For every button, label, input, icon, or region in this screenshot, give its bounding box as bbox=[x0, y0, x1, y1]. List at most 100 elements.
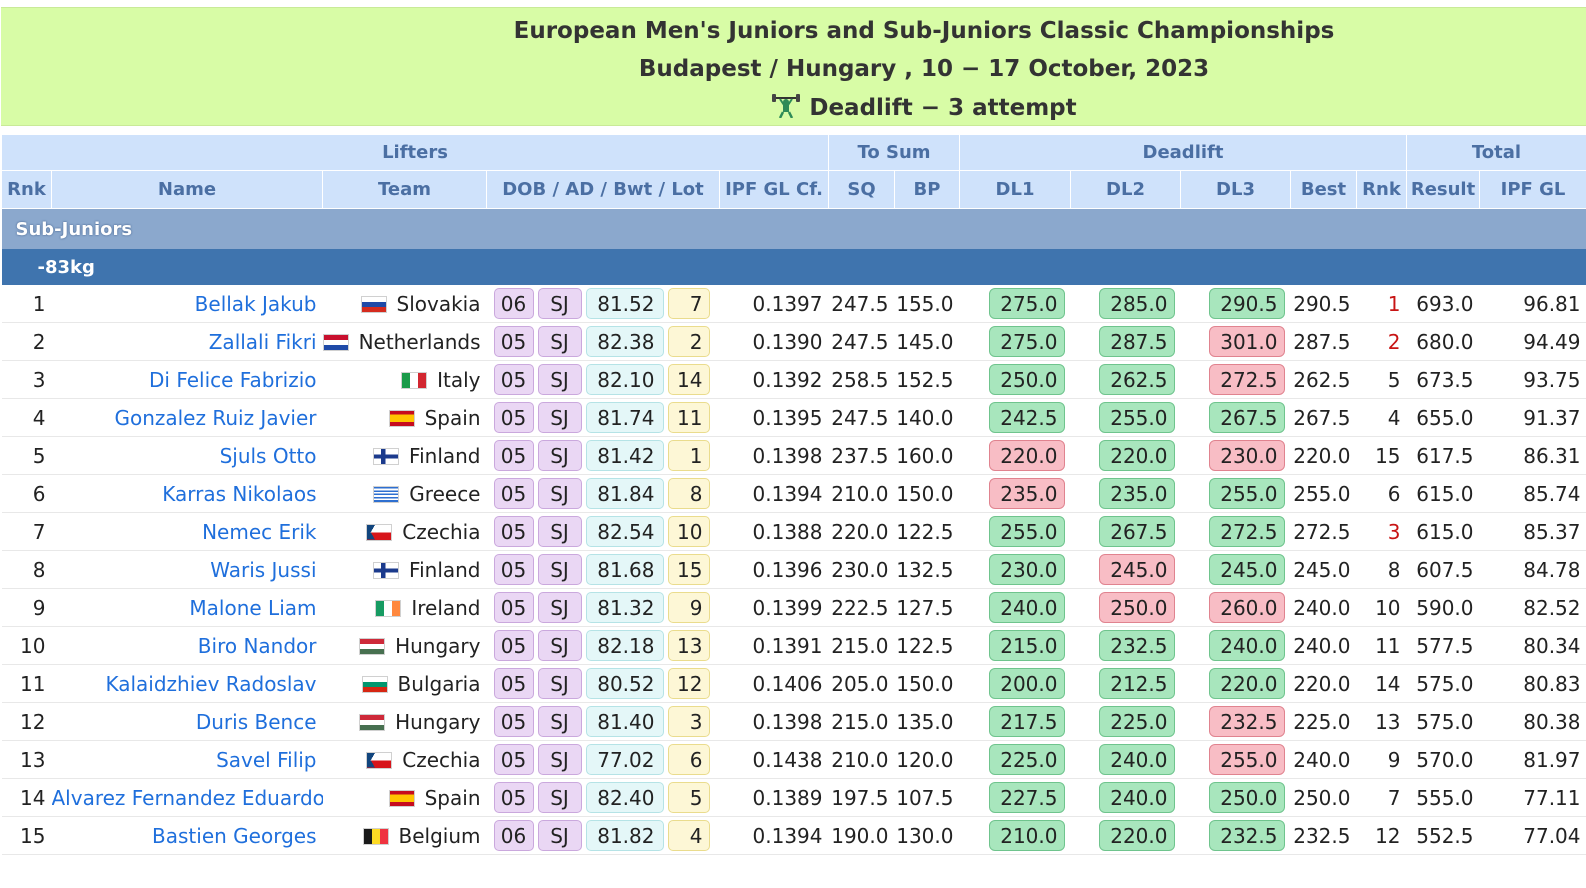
group-header-to-sum: To Sum bbox=[828, 134, 960, 171]
bodyweight-chip: 81.68 bbox=[585, 554, 664, 585]
team-cell: Spain bbox=[322, 398, 487, 437]
dob-chip: 05 bbox=[493, 706, 534, 737]
ipf-gl-coefficient: 0.1398 bbox=[719, 702, 829, 741]
squat-best: 230.0 bbox=[828, 550, 895, 589]
team-name: Belgium bbox=[398, 823, 481, 848]
place: 2 bbox=[1, 322, 52, 361]
deadlift-rank: 10 bbox=[1356, 588, 1407, 627]
col-header-sq: SQ bbox=[828, 170, 895, 209]
age-division-chip: SJ bbox=[537, 706, 582, 737]
ipf-gl-coefficient: 0.1395 bbox=[719, 398, 829, 437]
flag-icon bbox=[362, 827, 389, 845]
bench-best: 135.0 bbox=[894, 702, 960, 741]
group-header-lifters: Lifters bbox=[1, 134, 829, 171]
bench-best: 120.0 bbox=[894, 740, 960, 779]
bench-best: 150.0 bbox=[894, 664, 960, 703]
flag-icon bbox=[322, 333, 349, 351]
total-result: 577.5 bbox=[1406, 626, 1480, 665]
ipf-gl-points: 85.74 bbox=[1479, 474, 1586, 513]
lift-status-text: Deadlift − 3 attempt bbox=[809, 95, 1077, 121]
squat-best: 247.5 bbox=[828, 285, 895, 323]
lifter-attributes: 05 SJ 82.40 5 bbox=[486, 778, 720, 817]
col-header-attrs: DOB / AD / Bwt / Lot bbox=[486, 170, 720, 209]
bench-best: 152.5 bbox=[894, 360, 960, 399]
flag-icon bbox=[375, 599, 402, 617]
lifter-name-link[interactable]: Malone Liam bbox=[51, 588, 323, 627]
total-result: 655.0 bbox=[1406, 398, 1480, 437]
dl3-attempt: 272.5 bbox=[1208, 364, 1285, 395]
current-lift-status: Deadlift − 3 attempt bbox=[381, 94, 1467, 121]
dl2-attempt: 262.5 bbox=[1098, 364, 1175, 395]
table-row: 3 Di Felice Fabrizio Italy 05 SJ 82.10 14 0.139… bbox=[1, 360, 1586, 399]
squat-best: 247.5 bbox=[828, 398, 895, 437]
dl1-attempt: 210.0 bbox=[988, 820, 1065, 851]
ipf-gl-coefficient: 0.1389 bbox=[719, 778, 829, 817]
lifter-attributes: 05 SJ 80.52 12 bbox=[486, 664, 720, 703]
weightlifter-icon bbox=[772, 94, 801, 118]
total-result: 693.0 bbox=[1406, 285, 1480, 323]
team-cell: Belgium bbox=[322, 816, 487, 855]
dl1-attempt: 225.0 bbox=[988, 744, 1065, 775]
lifter-attributes: 05 SJ 82.54 10 bbox=[486, 512, 720, 551]
dl1-attempt: 255.0 bbox=[988, 516, 1065, 547]
age-division-chip: SJ bbox=[537, 744, 582, 775]
team-name: Hungary bbox=[395, 709, 481, 734]
lifter-attributes: 05 SJ 82.38 2 bbox=[486, 322, 720, 361]
deadlift-best: 267.5 bbox=[1290, 398, 1357, 437]
flag-icon bbox=[359, 713, 386, 731]
lifter-name-link[interactable]: Sjuls Otto bbox=[51, 436, 323, 475]
ipf-gl-coefficient: 0.1391 bbox=[719, 626, 829, 665]
lifter-name-link[interactable]: Biro Nandor bbox=[51, 626, 323, 665]
bodyweight-chip: 82.54 bbox=[585, 516, 664, 547]
age-division-chip: SJ bbox=[537, 592, 582, 623]
lifter-name-link[interactable]: Karras Nikolaos bbox=[51, 474, 323, 513]
place: 13 bbox=[1, 740, 52, 779]
ipf-gl-points: 93.75 bbox=[1479, 360, 1586, 399]
dob-chip: 05 bbox=[493, 668, 534, 699]
lifter-name-link[interactable]: Zallali Fikri bbox=[51, 322, 323, 361]
flag-icon bbox=[388, 409, 415, 427]
deadlift-rank: 4 bbox=[1356, 398, 1407, 437]
dl1-attempt: 240.0 bbox=[988, 592, 1065, 623]
lifter-attributes: 05 SJ 81.40 3 bbox=[486, 702, 720, 741]
lot-chip: 12 bbox=[667, 668, 710, 699]
results-table: Lifters To Sum Deadlift Total Rnk Name T… bbox=[1, 134, 1586, 855]
dob-chip: 05 bbox=[493, 592, 534, 623]
ipf-gl-points: 84.78 bbox=[1479, 550, 1586, 589]
squat-best: 247.5 bbox=[828, 322, 895, 361]
lifter-attributes: 05 SJ 77.02 6 bbox=[486, 740, 720, 779]
lifter-attributes: 05 SJ 81.42 1 bbox=[486, 436, 720, 475]
lifter-name-link[interactable]: Duris Bence bbox=[51, 702, 323, 741]
bodyweight-chip: 82.18 bbox=[585, 630, 664, 661]
col-header-ipf-gl: IPF GL bbox=[1479, 170, 1586, 209]
dl1-attempt: 275.0 bbox=[988, 326, 1065, 357]
team-name: Ireland bbox=[411, 595, 481, 620]
ipf-gl-coefficient: 0.1394 bbox=[719, 474, 829, 513]
ipf-gl-coefficient: 0.1394 bbox=[719, 816, 829, 855]
lifter-name-link[interactable]: Waris Jussi bbox=[51, 550, 323, 589]
lifter-name-link[interactable]: Alvarez Fernandez Eduardo bbox=[51, 778, 323, 817]
dl2-attempt: 212.5 bbox=[1098, 668, 1175, 699]
squat-best: 210.0 bbox=[828, 474, 895, 513]
deadlift-rank: 5 bbox=[1356, 360, 1407, 399]
lifter-name-link[interactable]: Bellak Jakub bbox=[51, 285, 323, 323]
lifter-name-link[interactable]: Nemec Erik bbox=[51, 512, 323, 551]
deadlift-rank: 3 bbox=[1356, 512, 1407, 551]
section-header: Sub-Juniors bbox=[1, 208, 1586, 249]
lifter-name-link[interactable]: Savel Filip bbox=[51, 740, 323, 779]
team-cell: Ireland bbox=[322, 588, 487, 627]
lifter-name-link[interactable]: Kalaidzhiev Radoslav bbox=[51, 664, 323, 703]
lifter-name-link[interactable]: Di Felice Fabrizio bbox=[51, 360, 323, 399]
col-header-coef: IPF GL Cf. bbox=[719, 170, 829, 209]
bench-best: 127.5 bbox=[894, 588, 960, 627]
place: 9 bbox=[1, 588, 52, 627]
team-name: Czechia bbox=[402, 747, 481, 772]
lifter-name-link[interactable]: Bastien Georges bbox=[51, 816, 323, 855]
dl3-attempt: 267.5 bbox=[1208, 402, 1285, 433]
team-name: Greece bbox=[409, 481, 481, 506]
dl3-attempt: 255.0 bbox=[1208, 478, 1285, 509]
ipf-gl-coefficient: 0.1399 bbox=[719, 588, 829, 627]
lot-chip: 14 bbox=[667, 364, 710, 395]
lifter-name-link[interactable]: Gonzalez Ruiz Javier bbox=[51, 398, 323, 437]
place: 1 bbox=[1, 285, 52, 323]
